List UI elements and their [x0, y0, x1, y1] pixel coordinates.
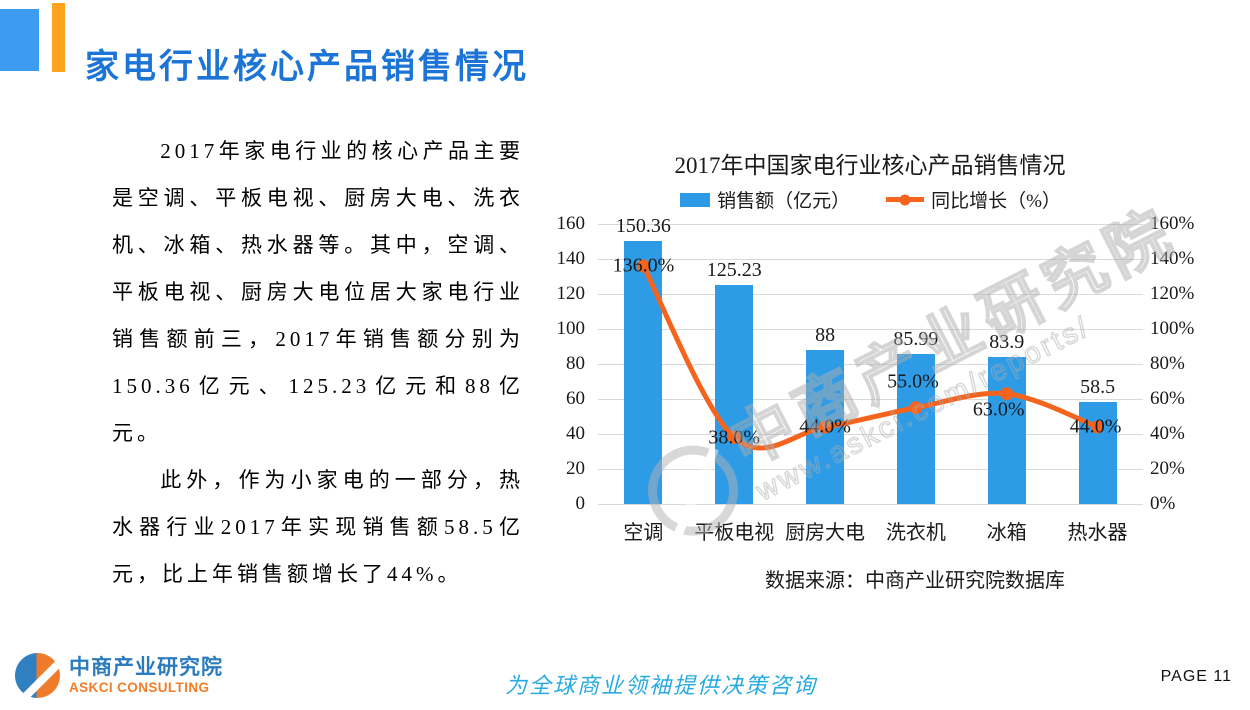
bar-value-label: 85.99	[893, 327, 939, 350]
left-axis-tick: 140	[556, 248, 586, 269]
data-source-note: 数据来源：中商产业研究院数据库	[765, 570, 1065, 592]
right-axis-tick: 20%	[1150, 458, 1185, 479]
askci-logo: 中商产业研究院 ASKCI CONSULTING	[15, 653, 223, 698]
left-axis: 0 20 40 60 80 100 120 140 160	[517, 213, 586, 514]
line-point-marker	[1000, 387, 1014, 401]
legend-item-sales: 销售额（亿元）	[680, 186, 850, 213]
line-point-marker	[727, 431, 741, 444]
left-axis-tick: 0	[575, 493, 586, 514]
legend-sales-label: 销售额（亿元）	[717, 191, 851, 212]
bar	[715, 284, 754, 504]
left-axis-tick: 100	[556, 318, 586, 339]
right-axis-tick: 100%	[1150, 318, 1195, 339]
legend-item-growth: 同比增长（%）	[886, 186, 1061, 213]
chart-legend: 销售额（亿元） 同比增长（%）	[598, 186, 1143, 213]
right-axis-tick: 80%	[1150, 353, 1185, 374]
body-paragraph-1: 2017年家电行业的核心产品主要是空调、平板电视、厨房大电、洗衣机、冰箱、热水器…	[112, 139, 524, 445]
gridline	[598, 223, 1143, 225]
line-value-label: 55.0%	[887, 370, 939, 393]
right-axis: 0% 20% 40% 60% 80% 100% 120% 140% 160%	[1150, 213, 1230, 514]
bar-value-label: 83.9	[989, 331, 1025, 354]
header-orange-bar-decoration	[52, 3, 65, 72]
left-axis-tick: 40	[566, 423, 585, 444]
line-value-label: 63.0%	[972, 398, 1025, 421]
bar-value-label: 58.5	[1080, 375, 1116, 398]
line-point-marker	[636, 259, 650, 273]
left-axis-tick: 120	[556, 283, 586, 304]
page-number: PAGE 11	[1160, 668, 1232, 685]
right-axis-tick: 40%	[1150, 423, 1185, 444]
line-value-label: 136.0%	[612, 254, 675, 277]
x-axis-category-label: 平板电视	[694, 522, 775, 544]
legend-line-marker-icon	[886, 197, 925, 202]
askci-logo-icon	[15, 653, 60, 698]
x-axis-category-label: 厨房大电	[785, 522, 866, 544]
logo-en-text: ASKCI CONSULTING	[69, 679, 210, 695]
x-axis-category-label: 洗衣机	[885, 522, 946, 544]
line-point-marker	[818, 420, 832, 434]
x-axis-category-label: 空调	[623, 522, 664, 544]
gridline	[598, 433, 1143, 435]
body-text-block: 2017年家电行业的核心产品主要是空调、平板电视、厨房大电、洗衣机、冰箱、热水器…	[112, 128, 524, 598]
line-value-label: 38.0%	[708, 426, 761, 448]
page-title: 家电行业核心产品销售情况	[85, 48, 529, 86]
gridline	[598, 258, 1143, 260]
growth-line-chart	[636, 259, 1105, 451]
line-value-label: 44.0%	[1069, 415, 1122, 438]
right-axis-tick: 120%	[1150, 283, 1195, 304]
bar-value-label: 88	[815, 324, 836, 346]
bar-value-label: 125.23	[706, 258, 762, 281]
right-axis-tick: 140%	[1150, 248, 1195, 269]
right-axis-tick: 0%	[1150, 493, 1176, 514]
left-axis-tick: 160	[556, 213, 586, 234]
line-value-label: 44.0%	[799, 415, 851, 438]
body-paragraph-2: 此外，作为小家电的一部分，热水器行业2017年实现销售额58.5亿元，比上年销售…	[112, 468, 524, 586]
legend-bar-swatch-icon	[680, 192, 711, 207]
bar	[896, 353, 935, 504]
x-axis-category-label: 热水器	[1067, 522, 1128, 544]
left-axis-tick: 20	[566, 458, 585, 479]
left-axis-tick: 80	[566, 353, 585, 374]
right-axis-tick: 60%	[1150, 388, 1185, 409]
logo-cn-text: 中商产业研究院	[69, 655, 223, 679]
bar	[987, 357, 1026, 504]
askci-logo-texts: 中商产业研究院 ASKCI CONSULTING	[69, 656, 223, 696]
footer-slogan: 为全球商业领袖提供决策咨询	[505, 674, 818, 699]
legend-growth-label: 同比增长（%）	[931, 191, 1061, 212]
gridline	[598, 363, 1143, 365]
header-blue-square-decoration	[0, 9, 39, 71]
right-axis-tick: 160%	[1150, 213, 1195, 234]
bar-value-label: 150.36	[615, 214, 671, 237]
x-axis-category-label: 冰箱	[986, 522, 1027, 544]
gridline	[598, 328, 1143, 330]
left-axis-tick: 60	[566, 388, 585, 409]
gridline	[598, 293, 1143, 295]
gridline	[598, 398, 1143, 400]
growth-line-path	[640, 263, 1101, 451]
line-point-marker	[1091, 420, 1105, 434]
bar	[1078, 401, 1117, 504]
chart-title: 2017年中国家电行业核心产品销售情况	[674, 153, 1066, 178]
x-axis-labels: 空调 平板电视 厨房大电 洗衣机 冰箱 热水器	[598, 516, 1143, 545]
bar	[624, 240, 663, 504]
gridline	[598, 503, 1143, 505]
plot-area: 150.36 125.23 88 85.99 83.9 58.5 136.0% 38.0% 44…	[598, 215, 1143, 505]
gridline	[598, 468, 1143, 470]
line-point-marker	[909, 401, 923, 415]
